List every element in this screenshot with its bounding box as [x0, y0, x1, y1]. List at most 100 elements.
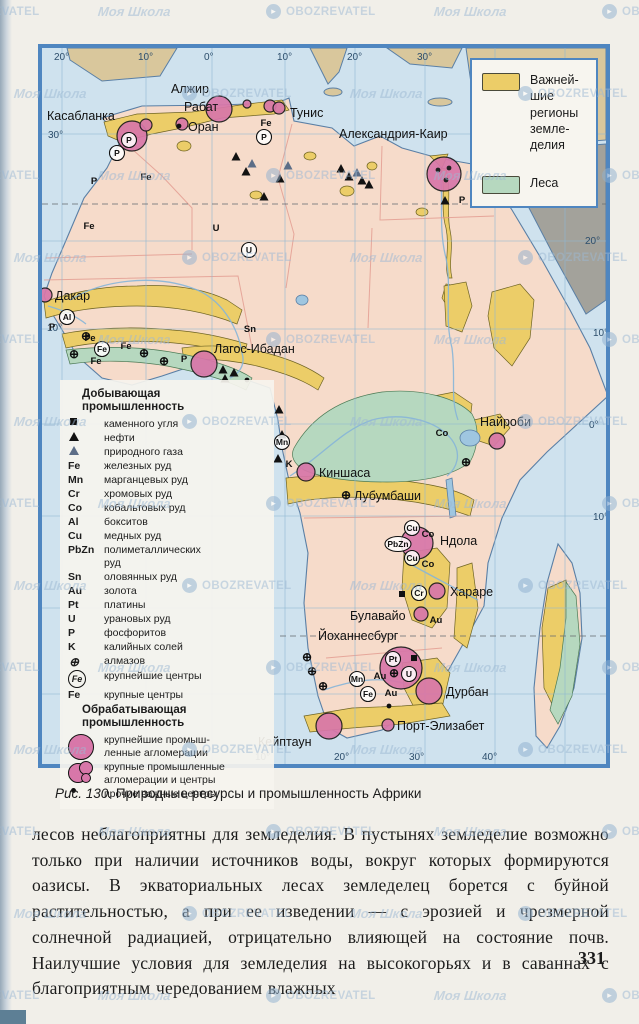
diamond-icon: ⊕ — [69, 654, 80, 669]
city-label: Алжир — [171, 82, 209, 96]
mining-legend-label: бокситов — [104, 516, 148, 529]
symbol-circle — [384, 650, 402, 668]
symbol-circle — [400, 665, 418, 683]
mining-legend-label: природного газа — [104, 446, 183, 459]
city-agglomeration-circle — [139, 118, 153, 132]
graticule-label: 20° — [347, 52, 362, 63]
symbol-circle — [403, 549, 421, 567]
mining-legend-item: природного газа — [68, 446, 268, 459]
city-agglomeration-circle — [428, 582, 446, 600]
important-center-dot — [176, 123, 182, 129]
mineral-symbol-text: U — [213, 223, 220, 234]
mining-legend-label: крупные центры — [104, 689, 184, 702]
diamond-deposit-icon: ⊕ — [139, 346, 149, 360]
symbol-circle — [120, 131, 138, 149]
body-paragraph: лесов неблагоприятны для земледелия. В п… — [32, 824, 609, 999]
mining-legend-item: Fe крупные центры — [68, 689, 268, 702]
city-agglomeration-circle — [42, 287, 53, 303]
mining-legend-item: нефти — [68, 432, 268, 445]
symbol-circle — [273, 433, 291, 451]
diamond-deposit-icon: ⊕ — [318, 679, 328, 693]
mineral-symbol-text: Pt — [389, 654, 398, 664]
mineral-symbol-text: P — [126, 135, 132, 145]
agglomeration-cluster-icon — [68, 761, 94, 784]
oil-field-triangle — [440, 196, 450, 205]
mining-legend-item: Mn марганцевых руд — [68, 474, 268, 487]
gas-field-triangle — [352, 168, 362, 177]
circle — [81, 773, 91, 784]
graticule-label: 20° — [585, 236, 600, 247]
lake-victoria — [459, 429, 481, 447]
crete-island — [427, 97, 453, 107]
major-agglomeration-icon — [68, 734, 94, 761]
graticule-label: 10° — [47, 323, 62, 334]
figure-caption: Рис. 130. Природные ресурсы и промышленн… — [55, 786, 421, 801]
mineral-symbol-Cr: Cr — [68, 488, 80, 501]
mineral-symbol-text: Fe — [90, 356, 101, 367]
mining-legend-item: Fe железных руд — [68, 460, 268, 473]
sicily-island — [323, 87, 343, 97]
watermark-tile: ▸ OBOZREVATEL — [602, 4, 639, 19]
watermark-brand-text: OBOZREVATEL — [622, 825, 639, 838]
page-corner-shade — [0, 1010, 26, 1024]
city-agglomeration-circle — [315, 712, 343, 740]
graticule-label: 30° — [417, 52, 432, 63]
mineral-symbol-text: Al — [63, 312, 72, 322]
symbol-circle — [58, 308, 76, 326]
graticule-label: 0° — [204, 52, 214, 63]
symbol-circle — [348, 670, 366, 688]
city-label: Булавайо — [350, 609, 406, 623]
city-agglomeration-circle — [296, 462, 316, 482]
symbol-circle — [240, 241, 258, 259]
graticule-label: 10° — [277, 52, 292, 63]
mining-legend-item: Pt платины — [68, 599, 268, 612]
mining-legend-item: ⊕ алмазов — [68, 655, 268, 669]
gas-triangle-icon — [69, 446, 79, 456]
important-center-dot-icon — [71, 787, 76, 793]
city-agglomeration-circle — [242, 99, 252, 109]
figure-number: Рис. 130. — [55, 786, 113, 801]
processing-legend-item: крупнейшие промыш- ленные агломерации — [68, 734, 268, 761]
page-number: 331 — [578, 948, 605, 968]
mineral-symbol-Sn: Sn — [68, 570, 82, 583]
graticule-label: 20° — [54, 52, 69, 63]
mining-legend-label: полиметаллических руд — [104, 544, 201, 570]
oil-field-triangle — [218, 365, 228, 374]
diamond-deposit-icon: ⊕ — [341, 488, 351, 502]
mineral-symbol-Al: Al — [68, 516, 79, 529]
lake-chad — [295, 294, 309, 306]
mineral-symbol-tri — [68, 432, 98, 442]
mineral-symbol-text: P — [114, 148, 120, 158]
city-label: Хараре — [450, 585, 493, 599]
watermark-brand-text: OBOZREVATEL — [286, 5, 376, 18]
coal-square-icon — [70, 418, 77, 426]
mineral-symbol-text: Au — [374, 671, 387, 682]
city-label: Ндола — [440, 534, 477, 548]
city-agglomeration-circle — [272, 101, 286, 115]
mineral-symbol-P: P — [68, 626, 76, 639]
city-agglomeration-circle — [190, 350, 218, 378]
watermark-school-text: Моя Школа — [97, 4, 172, 19]
oil-field-triangle — [357, 176, 367, 185]
watermark-tile: Моя Школа — [97, 4, 172, 19]
oil-field-triangle — [259, 192, 269, 201]
country-borders — [43, 123, 495, 659]
watermark-tile: Моя Школа — [433, 4, 507, 19]
mineral-symbol-Fe: Fe — [68, 689, 81, 702]
city-agglomeration-circle — [413, 606, 429, 622]
mining-legend-label: кобальтовых руд — [104, 502, 186, 515]
mining-legend-label: каменного угля — [104, 418, 179, 431]
symbol-circle — [108, 144, 126, 162]
page-gutter-edge — [0, 0, 12, 1024]
watermark-brand-text: OBOZREVATEL — [622, 989, 639, 1002]
city-sub-dot — [443, 177, 449, 183]
mineral-symbol-text: P — [91, 176, 98, 187]
map-legend-industry: Добывающая промышленность каменного угля… — [60, 380, 274, 809]
oil-field-triangle — [231, 152, 241, 161]
graticule-label: 30° — [409, 752, 424, 763]
city-label: Лагос-Ибадан — [214, 342, 295, 356]
agriculture-regions — [43, 99, 573, 733]
mining-legend-label: фосфоритов — [104, 626, 167, 639]
mineral-symbol-text: Cr — [414, 588, 424, 598]
mining-legend-label: марганцевых руд — [104, 474, 188, 487]
